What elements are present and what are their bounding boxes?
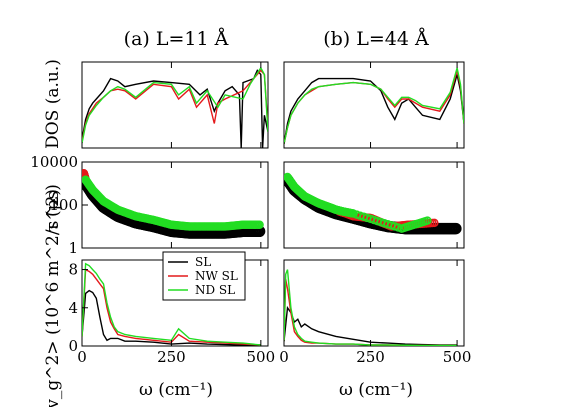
xlabel-b: ω (cm⁻¹) bbox=[339, 380, 413, 400]
plot-area bbox=[82, 262, 261, 346]
y-tick-label: 1 bbox=[68, 239, 78, 257]
panel-a-title: (a) L=11 Å bbox=[124, 28, 229, 50]
x-tick-label: 500 bbox=[247, 348, 276, 366]
panel-b-mid bbox=[283, 161, 465, 249]
series-line-nd-sl bbox=[82, 66, 268, 144]
axes-frame bbox=[81, 61, 269, 149]
xlabel-a: ω (cm⁻¹) bbox=[139, 380, 213, 400]
legend-label-nwsl: NW SL bbox=[195, 269, 238, 283]
x-tick-label: 0 bbox=[279, 348, 289, 366]
panel-b-bot: 0 250 500 bbox=[279, 259, 472, 366]
plot-area bbox=[284, 172, 462, 235]
y-tick-label: 100 bbox=[49, 196, 78, 214]
x-tick-label: 250 bbox=[356, 348, 385, 366]
series-line-sl bbox=[284, 305, 458, 346]
series-line-nw-sl bbox=[284, 278, 458, 346]
panel-a-mid: 1 100 10000 bbox=[30, 153, 269, 257]
ylabel-dos: DOS (a.u.) bbox=[43, 59, 63, 149]
panel-b-title: (b) L=44 Å bbox=[323, 28, 429, 50]
panel-a-bot: 0 250 500 0 4 8 bbox=[68, 259, 276, 366]
y-tick-label: 4 bbox=[68, 299, 78, 317]
ylabel-vg: <v_g^2> (10^6 m^2/s^2) bbox=[43, 189, 63, 407]
scatter-point-nd-sl bbox=[255, 220, 264, 230]
y-tick-label: 8 bbox=[68, 261, 78, 279]
legend-label-ndsl: ND SL bbox=[195, 283, 235, 297]
y-tick-label: 10000 bbox=[30, 153, 78, 171]
axes-frame bbox=[283, 161, 465, 249]
series-nd-sl bbox=[82, 175, 264, 231]
series-line-nw-sl bbox=[284, 70, 464, 145]
ylabel-tau: τ (ps) bbox=[43, 184, 63, 232]
axes-frame bbox=[283, 61, 465, 149]
panel-a-top bbox=[81, 61, 269, 149]
series-line-nw-sl bbox=[82, 268, 261, 346]
series-line-sl bbox=[82, 289, 261, 346]
series-line-sl bbox=[82, 69, 268, 148]
scatter-point-nd-sl bbox=[423, 216, 432, 225]
series-line-sl bbox=[284, 74, 464, 145]
plot-area bbox=[284, 269, 458, 346]
panel-b-top bbox=[283, 61, 465, 149]
series-line-nd-sl bbox=[284, 269, 458, 346]
x-tick-label: 0 bbox=[77, 348, 87, 366]
axes-frame bbox=[283, 259, 465, 347]
plot-area bbox=[82, 66, 268, 148]
series-line-nd-sl bbox=[284, 67, 464, 145]
plot-area bbox=[82, 168, 266, 239]
series-nd-sl bbox=[284, 172, 432, 233]
plot-area bbox=[284, 67, 464, 145]
x-tick-label: 250 bbox=[157, 348, 186, 366]
x-tick-label: 500 bbox=[443, 348, 472, 366]
legend-label-sl: SL bbox=[195, 255, 211, 269]
series-line-nd-sl bbox=[82, 262, 261, 346]
legend: SL NW SL ND SL bbox=[162, 251, 246, 301]
y-tick-label: 0 bbox=[68, 337, 78, 355]
scatter-point-sl bbox=[450, 222, 462, 235]
